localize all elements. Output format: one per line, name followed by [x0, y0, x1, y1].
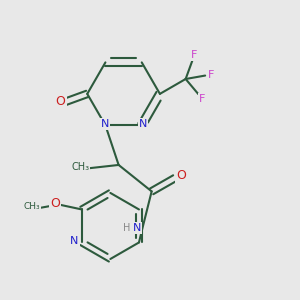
Text: O: O: [176, 169, 186, 182]
Text: H: H: [123, 223, 130, 233]
Text: F: F: [199, 94, 206, 104]
Text: N: N: [101, 119, 110, 129]
Text: F: F: [191, 50, 198, 60]
Text: CH₃: CH₃: [23, 202, 40, 211]
Text: F: F: [208, 70, 214, 80]
Text: CH₃: CH₃: [72, 162, 90, 172]
Text: N: N: [133, 223, 141, 233]
Text: O: O: [56, 95, 65, 108]
Text: N: N: [139, 119, 148, 129]
Text: O: O: [50, 197, 60, 210]
Text: N: N: [70, 236, 79, 247]
